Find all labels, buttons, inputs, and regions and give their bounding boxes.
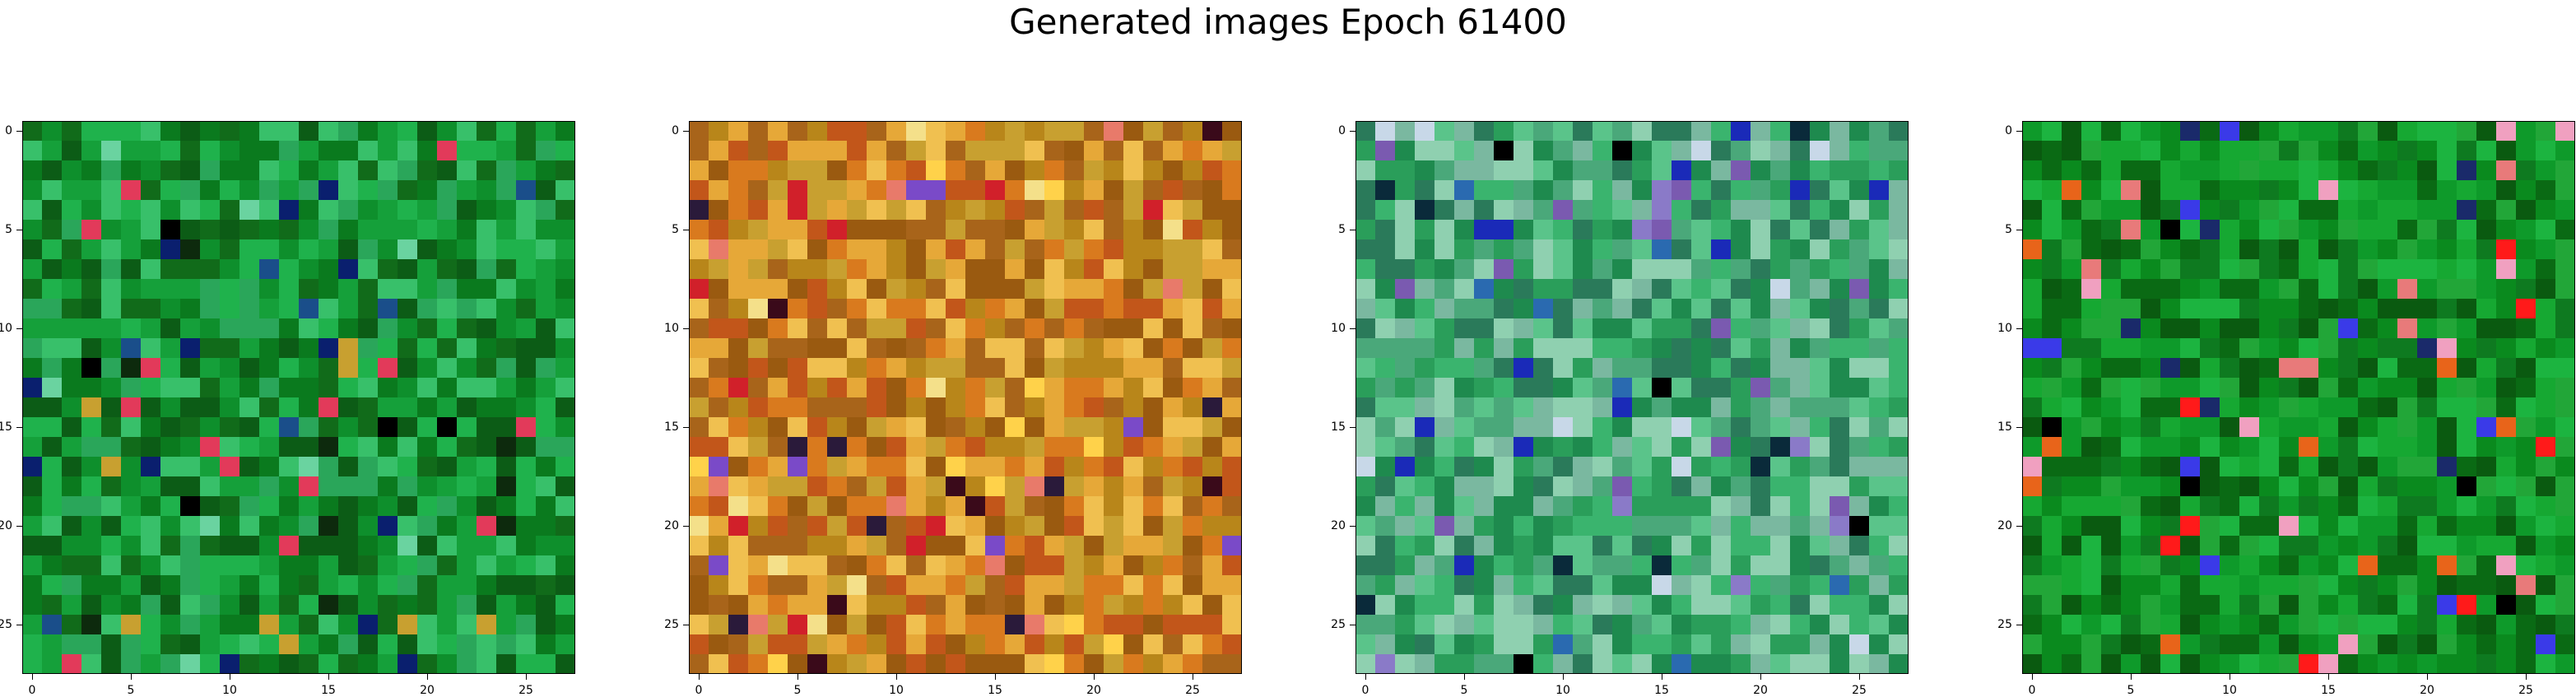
x-tick-label: 10 <box>1555 684 1570 697</box>
x-tick-label: 5 <box>2127 684 2135 697</box>
x-tick-label: 15 <box>1654 684 1669 697</box>
y-tick <box>2016 427 2022 428</box>
y-tick-label: 20 <box>1997 519 2012 532</box>
y-tick-label: 10 <box>1997 322 2012 335</box>
y-tick-label: 10 <box>664 322 679 335</box>
x-tick <box>1094 674 1095 680</box>
y-tick-label: 0 <box>672 124 679 137</box>
y-tick-label: 25 <box>1997 618 2012 631</box>
y-tick <box>2016 328 2022 329</box>
x-tick-label: 20 <box>1086 684 1101 697</box>
x-tick-label: 10 <box>889 684 904 697</box>
y-tick-label: 5 <box>1338 223 1346 236</box>
y-tick-label: 0 <box>1338 124 1346 137</box>
image-pixels <box>2022 121 2575 674</box>
x-tick <box>1760 674 1761 680</box>
y-tick-label: 20 <box>0 519 12 532</box>
y-tick <box>683 328 689 329</box>
x-tick <box>1464 674 1465 680</box>
x-tick-label: 10 <box>2222 684 2237 697</box>
x-tick-label: 15 <box>321 684 336 697</box>
x-tick <box>699 674 700 680</box>
image-pixels <box>1355 121 1909 674</box>
y-tick-label: 15 <box>664 421 679 434</box>
y-tick-label: 5 <box>2005 223 2012 236</box>
x-tick-label: 25 <box>1185 684 1200 697</box>
x-tick-label: 5 <box>793 684 802 697</box>
y-tick <box>1350 427 1355 428</box>
y-tick-label: 25 <box>664 618 679 631</box>
x-tick-label: 0 <box>2028 684 2036 697</box>
y-tick <box>1350 328 1355 329</box>
y-tick <box>1350 131 1355 132</box>
y-tick <box>16 328 22 329</box>
y-tick-label: 15 <box>1997 421 2012 434</box>
x-tick <box>896 674 897 680</box>
y-tick <box>683 427 689 428</box>
y-tick-label: 10 <box>0 322 12 335</box>
generated-image-3: 0 0 5 5 10 10 15 15 20 20 25 25 <box>1331 121 1909 697</box>
y-tick <box>683 131 689 132</box>
x-tick-label: 15 <box>2321 684 2336 697</box>
y-tick <box>16 526 22 527</box>
x-tick <box>2328 674 2329 680</box>
x-tick-label: 20 <box>420 684 435 697</box>
y-tick <box>2016 131 2022 132</box>
y-tick-label: 20 <box>1331 519 1346 532</box>
y-tick-label: 25 <box>1331 618 1346 631</box>
y-tick-label: 5 <box>5 223 12 236</box>
y-tick <box>2016 526 2022 527</box>
y-tick-label: 0 <box>5 124 12 137</box>
x-tick-label: 5 <box>1460 684 1468 697</box>
x-tick <box>526 674 527 680</box>
x-tick-label: 5 <box>127 684 135 697</box>
x-tick <box>1365 674 1366 680</box>
generated-image-2: 0 0 5 5 10 10 15 15 20 20 25 25 <box>664 121 1242 697</box>
x-tick <box>427 674 428 680</box>
x-tick <box>32 674 33 680</box>
x-tick <box>328 674 329 680</box>
y-tick <box>1350 526 1355 527</box>
y-tick-label: 5 <box>672 223 679 236</box>
x-tick-label: 0 <box>1361 684 1369 697</box>
x-tick <box>797 674 798 680</box>
y-tick-label: 15 <box>1331 421 1346 434</box>
x-tick <box>1859 674 1860 680</box>
x-tick-label: 10 <box>222 684 237 697</box>
y-tick-label: 0 <box>2005 124 2012 137</box>
x-tick <box>995 674 996 680</box>
x-tick-label: 25 <box>1852 684 1867 697</box>
image-pixels <box>22 121 575 674</box>
generated-image-1: 0 0 5 5 10 10 15 15 20 20 25 25 <box>0 121 575 697</box>
figure-title: Generated images Epoch 61400 <box>1009 2 1567 42</box>
y-tick <box>16 131 22 132</box>
y-tick <box>16 427 22 428</box>
generated-image-4: 0 0 5 5 10 10 15 15 20 20 25 25 <box>1997 121 2575 697</box>
x-tick-label: 20 <box>1753 684 1768 697</box>
x-tick <box>2131 674 2132 680</box>
y-tick-label: 15 <box>0 421 12 434</box>
x-tick-label: 0 <box>28 684 36 697</box>
x-tick <box>2427 674 2428 680</box>
x-tick-label: 15 <box>988 684 1002 697</box>
x-tick-label: 0 <box>695 684 703 697</box>
x-tick <box>1563 674 1564 680</box>
y-tick-label: 20 <box>664 519 679 532</box>
x-tick-label: 20 <box>2420 684 2434 697</box>
y-tick-label: 25 <box>0 618 12 631</box>
x-tick <box>2032 674 2033 680</box>
x-tick <box>2526 674 2527 680</box>
y-tick-label: 10 <box>1331 322 1346 335</box>
image-pixels <box>689 121 1242 674</box>
x-tick-label: 25 <box>2518 684 2533 697</box>
x-tick-label: 25 <box>518 684 533 697</box>
x-tick <box>131 674 132 680</box>
y-tick <box>683 526 689 527</box>
